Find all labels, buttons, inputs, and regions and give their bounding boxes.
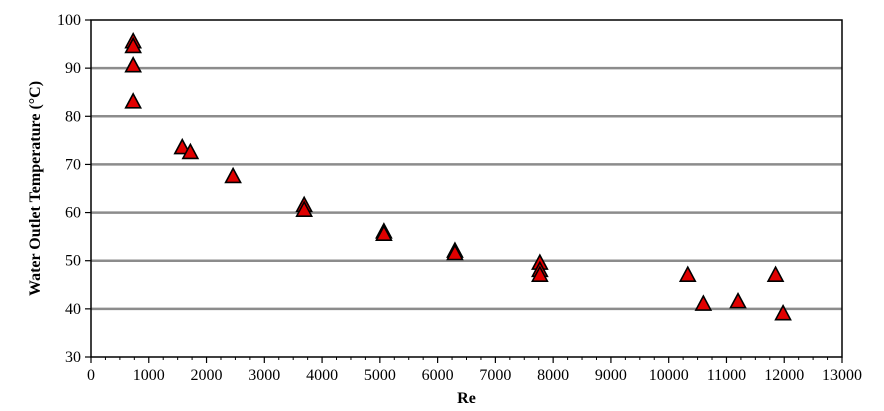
- y-tick-label: 40: [65, 301, 81, 318]
- data-point: [446, 243, 464, 261]
- y-axis: 30 40 50 60 70 80 90 100: [57, 12, 91, 366]
- x-tick-label: 13000: [822, 367, 862, 384]
- gridlines: [91, 66, 842, 311]
- x-axis-title: Re: [457, 390, 476, 407]
- data-point: [124, 36, 143, 54]
- data-point: [774, 303, 792, 321]
- data-point: [694, 294, 713, 311]
- x-tick-label: 7000: [479, 367, 511, 384]
- data-point: [173, 137, 192, 155]
- y-axis-title: Water Outlet Temperature (°C): [27, 81, 44, 296]
- x-tick-label: 4000: [306, 367, 338, 384]
- y-tick-label: 30: [65, 349, 81, 366]
- y-tick-label: 50: [65, 253, 81, 270]
- x-tick-label: 5000: [364, 367, 396, 384]
- y-tick-label: 70: [65, 156, 81, 173]
- data-points: [124, 31, 792, 321]
- x-tick-label: 11000: [707, 367, 746, 384]
- x-tick-label: 9000: [595, 367, 627, 384]
- x-tick-label: 0: [87, 367, 95, 384]
- x-tick-label: 6000: [422, 367, 454, 384]
- x-tick-label: 3000: [248, 367, 280, 384]
- y-tick-label: 100: [57, 12, 81, 29]
- y-tick-label: 80: [65, 108, 81, 125]
- data-point: [375, 224, 393, 242]
- y-tick-label: 60: [65, 205, 81, 222]
- x-tick-label: 10000: [649, 367, 689, 384]
- data-point: [124, 92, 143, 109]
- x-tick-label: 1000: [133, 367, 165, 384]
- plot-area: [90, 19, 843, 358]
- x-axis: 0 1000 2000 3000 4000 5000 6000 7000 8000 9000 100…: [87, 357, 862, 384]
- data-point: [729, 291, 747, 309]
- x-tick-label: 8000: [537, 367, 569, 384]
- data-point: [124, 56, 143, 73]
- data-point: [531, 265, 549, 282]
- y-tick-label: 90: [65, 60, 81, 77]
- data-point: [181, 142, 200, 160]
- data-point: [224, 166, 242, 184]
- data-point: [678, 265, 697, 282]
- data-point: [295, 200, 314, 217]
- x-tick-label: 2000: [191, 367, 223, 384]
- data-point: [766, 265, 785, 282]
- x-tick-label: 12000: [764, 367, 804, 384]
